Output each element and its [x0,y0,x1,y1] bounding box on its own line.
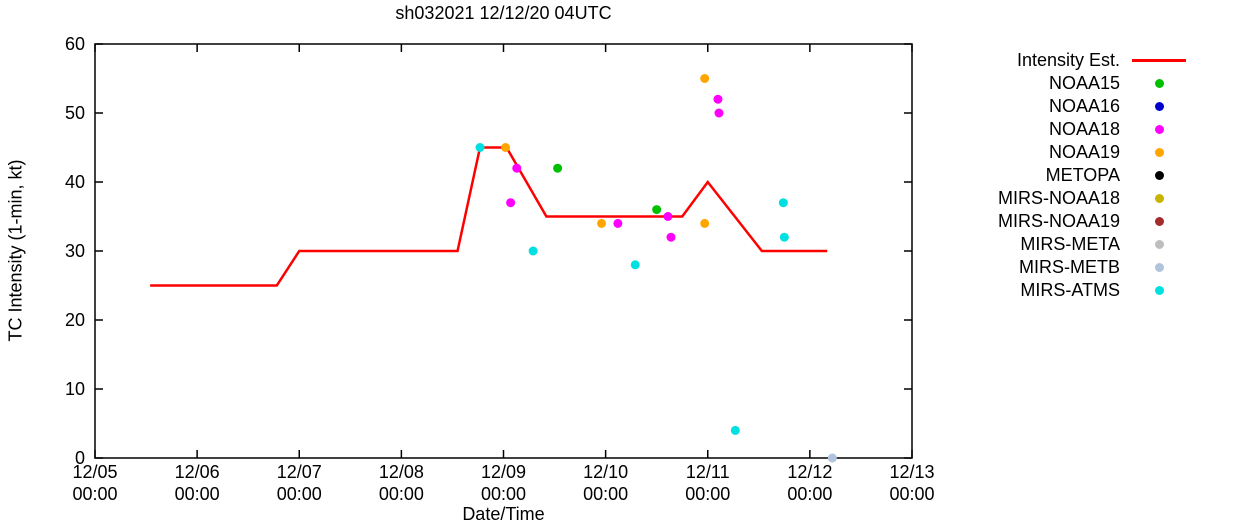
y-tick-label: 60 [65,34,85,54]
legend-row-mirs-metb: MIRS-METB [948,256,1188,279]
x-tick-label-date: 12/12 [787,462,832,482]
legend-dot-icon [1130,263,1188,272]
plot-border [94,43,913,459]
legend-row-noaa16: NOAA16 [948,95,1188,118]
dot-swatch [1154,286,1164,295]
y-tick-label: 40 [65,172,85,192]
legend-row-mirs-noaa18: MIRS-NOAA18 [948,187,1188,210]
point-NOAA18 [666,232,676,242]
x-tick-label-date: 12/10 [583,462,628,482]
line-swatch [1132,59,1186,62]
dot-swatch [1154,217,1164,226]
legend-row-noaa15: NOAA15 [948,72,1188,95]
y-tick-label: 30 [65,241,85,261]
chart-title: sh032021 12/12/20 04UTC [395,3,612,23]
point-NOAA18 [512,163,522,173]
point-NOAA19 [597,218,607,228]
legend-label: Intensity Est. [1016,50,1120,70]
point-NOAA18 [714,108,724,118]
dot-swatch [1154,148,1164,157]
point-NOAA18 [663,212,673,221]
legend-dot-icon [1130,79,1188,88]
x-tick-label-date: 12/06 [175,462,220,482]
x-tick-label-date: 12/05 [72,462,117,482]
y-tick-label: 0 [75,448,85,468]
point-MIRS-ATMS [779,232,789,242]
x-tick-label-date: 12/09 [481,462,526,482]
x-tick-label-date: 12/13 [889,462,934,482]
x-axis-label: Date/Time [462,504,545,524]
legend-label: NOAA15 [1048,73,1120,93]
x-tick-label-time: 00:00 [787,484,832,504]
legend-label: METOPA [1045,165,1120,185]
point-MIRS-ATMS [528,246,538,256]
x-tick-label-time: 00:00 [277,484,322,504]
legend-row-mirs-atms: MIRS-ATMS [948,279,1188,302]
point-NOAA18 [506,198,516,208]
dot-swatch [1154,194,1164,203]
legend-row-noaa18: NOAA18 [948,118,1188,141]
y-tick-label: 20 [65,310,85,330]
point-MIRS-ATMS [630,260,640,270]
x-tick-label-time: 00:00 [175,484,220,504]
legend-dot-icon [1130,286,1188,295]
legend-row-noaa19: NOAA19 [948,141,1188,164]
point-NOAA19 [501,143,511,152]
point-NOAA18 [613,218,623,228]
x-tick-label-time: 00:00 [481,484,526,504]
x-tick-label-time: 00:00 [72,484,117,504]
dot-swatch [1154,171,1164,180]
x-tick-label-time: 00:00 [889,484,934,504]
legend-row-mirs-noaa19: MIRS-NOAA19 [948,210,1188,233]
dot-swatch [1154,125,1164,134]
legend-label: NOAA19 [1048,142,1120,162]
x-tick-label-date: 12/11 [686,462,730,482]
legend-line-sample-icon [1130,59,1188,62]
point-MIRS-ATMS [778,198,788,208]
legend: Intensity Est. NOAA15 NOAA16 NOAA18 NOAA19 ME… [948,49,1188,302]
point-NOAA15 [652,205,662,215]
legend-dot-icon [1130,171,1188,180]
dot-swatch [1154,79,1164,88]
point-NOAA18 [713,94,723,104]
point-NOAA15 [553,163,563,173]
x-tick-label-time: 00:00 [583,484,628,504]
point-MIRS-ATMS [475,143,485,152]
x-tick-label-date: 12/07 [277,462,322,482]
legend-row-metopa: METOPA [948,164,1188,187]
x-tick-label-time: 00:00 [379,484,424,504]
legend-row-intensity-est-: Intensity Est. [948,49,1188,72]
x-tick-label-time: 00:00 [685,484,730,504]
y-axis-label: TC Intensity (1-min, kt) [5,159,26,342]
point-NOAA19 [700,218,710,228]
legend-label: NOAA18 [1048,119,1120,139]
dot-swatch [1154,240,1164,249]
legend-label: MIRS-NOAA19 [997,211,1120,231]
dot-swatch [1154,102,1164,111]
legend-label: MIRS-META [1020,234,1120,254]
legend-label: MIRS-NOAA18 [997,188,1120,208]
point-MIRS-ATMS [730,425,740,435]
legend-dot-icon [1130,148,1188,157]
point-NOAA19 [700,74,710,83]
intensity-est-line [150,146,828,287]
x-tick-label-date: 12/08 [379,462,424,482]
legend-dot-icon [1130,240,1188,249]
legend-label: NOAA16 [1048,96,1120,116]
dot-swatch [1154,263,1164,272]
legend-dot-icon [1130,125,1188,134]
legend-label: MIRS-ATMS [1020,280,1120,300]
legend-row-mirs-meta: MIRS-META [948,233,1188,256]
y-tick-label: 50 [65,103,85,123]
legend-dot-icon [1130,102,1188,111]
y-tick-label: 10 [65,379,85,399]
legend-label: MIRS-METB [1019,257,1120,277]
legend-dot-icon [1130,194,1188,203]
point-MIRS-METB [827,453,837,463]
legend-dot-icon [1130,217,1188,226]
